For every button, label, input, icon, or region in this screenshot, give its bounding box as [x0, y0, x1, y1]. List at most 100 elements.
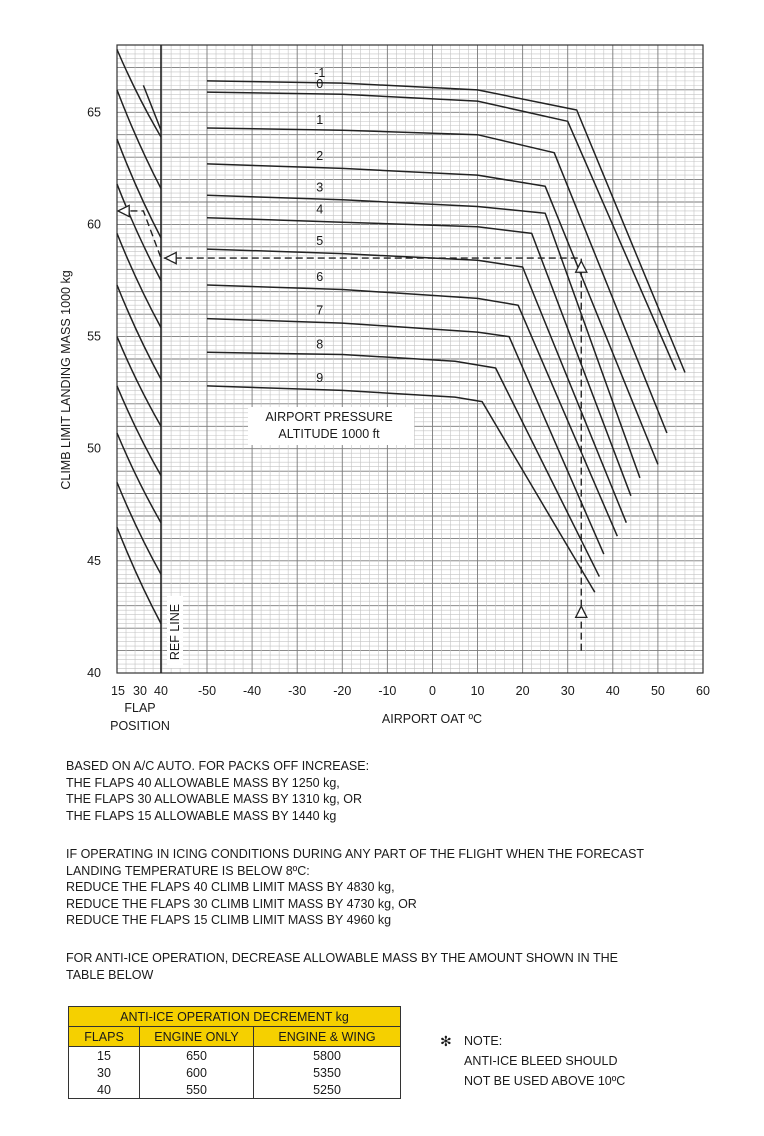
x-tick-label: -20	[333, 684, 351, 698]
altitude-curve-label: -1	[314, 66, 325, 80]
y-tick-label: 55	[87, 330, 101, 344]
flap-guide-line	[116, 336, 162, 427]
anti-ice-instruction-line: TABLE BELOW	[66, 967, 154, 982]
altitude-curve-label: 1	[316, 113, 323, 127]
altitude-curve-label: 2	[316, 149, 323, 163]
altitude-curve	[206, 91, 677, 371]
flap-guide-line	[116, 89, 162, 189]
x-tick-label: 60	[696, 684, 710, 698]
table-cell: 30	[68, 1064, 140, 1081]
y-tick-label: 60	[87, 217, 101, 231]
altitude-curve-label: 8	[316, 337, 323, 351]
flap-guide-line	[116, 385, 162, 477]
ref-line-label: REF LINE	[168, 604, 182, 660]
arrow-left-icon	[163, 251, 177, 265]
note-line: NOT BE USED ABOVE 10ºC	[464, 1074, 626, 1088]
flap-guide-line	[116, 284, 162, 380]
table-cell: 600	[139, 1064, 254, 1081]
y-tick-label: 65	[87, 105, 101, 119]
y-tick-label: 50	[87, 442, 101, 456]
note-line: ANTI-ICE BLEED SHOULD	[464, 1054, 618, 1068]
column-header: FLAPS	[68, 1026, 140, 1047]
table-cell: 15	[68, 1046, 140, 1064]
altitude-curve-label: 9	[316, 371, 323, 385]
x-axis-label: AIRPORT OAT ºC	[382, 712, 482, 726]
anti-ice-decrement-table: ANTI-ICE OPERATION DECREMENT kg FLAPS EN…	[68, 1006, 401, 1099]
flap-guide-line	[116, 138, 162, 239]
altitude-curve	[206, 351, 600, 577]
altitude-curve-label: 4	[316, 203, 323, 217]
icing-note-line: REDUCE THE FLAPS 15 CLIMB LIMIT MASS BY …	[66, 913, 392, 927]
arrow-up-icon	[574, 259, 588, 273]
altitude-curve-label: 0	[316, 77, 323, 91]
flap-guide-line	[116, 526, 162, 625]
note-line: NOTE:	[464, 1034, 503, 1048]
anti-ice-bleed-note: ✻ NOTE: ANTI-ICE BLEED SHOULD NOT BE USE…	[440, 1031, 625, 1091]
packs-note: BASED ON A/C AUTO. FOR PACKS OFF INCREAS…	[66, 758, 369, 824]
altitude-curve	[206, 163, 659, 465]
arrow-left-icon	[116, 204, 130, 218]
x-tick-label: 50	[651, 684, 665, 698]
altitude-curve	[206, 216, 632, 497]
altitude-curve	[206, 194, 641, 479]
table-title: ANTI-ICE OPERATION DECREMENT kg	[68, 1006, 401, 1027]
legend-line: ALTITUDE 1000 ft	[278, 427, 380, 441]
table-row: 30 600 5350	[68, 1064, 401, 1081]
flap-guide-line	[116, 183, 162, 281]
x-tick-label: -50	[198, 684, 216, 698]
altitude-curve	[206, 284, 618, 537]
table-cell: 650	[139, 1046, 254, 1064]
packs-note-line: THE FLAPS 30 ALLOWABLE MASS BY 1310 kg, …	[66, 792, 362, 806]
anti-ice-instruction: FOR ANTI-ICE OPERATION, DECREASE ALLOWAB…	[66, 950, 618, 983]
table-cell: 5250	[253, 1081, 401, 1099]
chart-grid	[116, 44, 704, 674]
table-header-row: FLAPS ENGINE ONLY ENGINE & WING	[68, 1026, 401, 1047]
icing-note-line: LANDING TEMPERATURE IS BELOW 8ºC:	[66, 863, 310, 878]
icing-note-line: REDUCE THE FLAPS 30 CLIMB LIMIT MASS BY …	[66, 896, 417, 911]
altitude-curve	[206, 248, 627, 523]
anti-ice-instruction-line: FOR ANTI-ICE OPERATION, DECREASE ALLOWAB…	[66, 951, 618, 965]
asterisk-icon: ✻	[440, 1033, 452, 1049]
altitude-curve-label: 5	[316, 234, 323, 248]
packs-note-line: THE FLAPS 40 ALLOWABLE MASS BY 1250 kg,	[66, 775, 340, 790]
packs-note-line: THE FLAPS 15 ALLOWABLE MASS BY 1440 kg	[66, 808, 337, 823]
chart-lines	[116, 49, 686, 651]
altitude-curve-label: 7	[316, 304, 323, 318]
column-header: ENGINE & WING	[253, 1026, 401, 1047]
icing-note: IF OPERATING IN ICING CONDITIONS DURING …	[66, 846, 644, 929]
icing-note-line: REDUCE THE FLAPS 40 CLIMB LIMIT MASS BY …	[66, 880, 395, 894]
legend-background	[248, 407, 414, 445]
flap-guide-line	[116, 482, 162, 575]
column-header: ENGINE ONLY	[139, 1026, 254, 1047]
x-tick-label: -30	[288, 684, 306, 698]
table-cell: 5350	[253, 1064, 401, 1081]
table-cell: 5800	[253, 1046, 401, 1064]
flap-guide-line	[116, 49, 162, 138]
packs-note-line: BASED ON A/C AUTO. FOR PACKS OFF INCREAS…	[66, 759, 370, 773]
altitude-curve-label: 3	[316, 180, 323, 194]
x-tick-label: 0	[429, 684, 436, 698]
flap-tick-label: 15	[111, 684, 125, 698]
altitude-curve-label: 6	[316, 270, 323, 284]
y-tick-label: 40	[87, 666, 101, 680]
table-title-row: ANTI-ICE OPERATION DECREMENT kg	[68, 1006, 401, 1027]
arrow-up-icon	[574, 604, 588, 619]
flap-guide-line	[116, 432, 162, 524]
icing-note-line: IF OPERATING IN ICING CONDITIONS DURING …	[66, 847, 645, 861]
table-row: 40 550 5250	[68, 1081, 401, 1099]
y-axis-label: CLIMB LIMIT LANDING MASS 1000 kg	[59, 270, 73, 489]
flap-tick-label: 40	[154, 684, 168, 698]
altitude-curve	[206, 127, 668, 434]
x-tick-label: -40	[243, 684, 261, 698]
example-path	[117, 210, 582, 651]
x-tick-label: 30	[561, 684, 575, 698]
flap-guide-line	[116, 233, 162, 328]
ref-line-label-background	[167, 596, 183, 668]
altitude-curve	[206, 317, 605, 555]
x-tick-label: 40	[606, 684, 620, 698]
x-tick-label: 10	[471, 684, 485, 698]
x-tick-label: -10	[378, 684, 396, 698]
legend-line: AIRPORT PRESSURE	[265, 410, 392, 424]
